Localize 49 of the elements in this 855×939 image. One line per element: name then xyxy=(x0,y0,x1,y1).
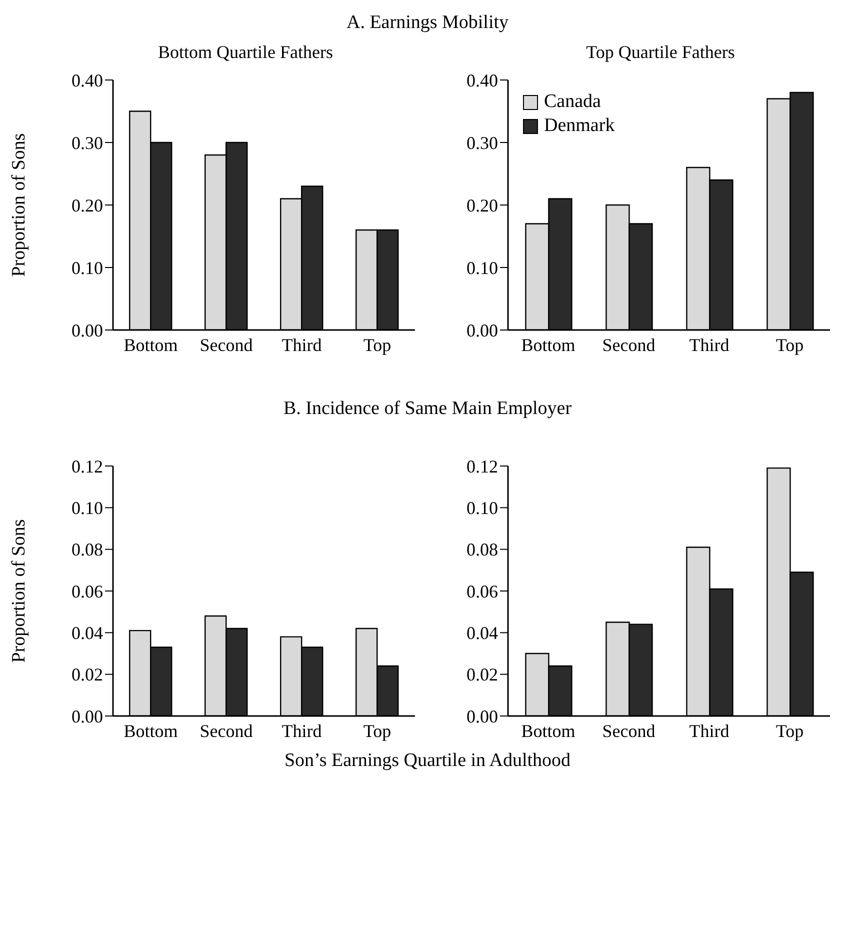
y-tick-label: 0.04 xyxy=(72,623,103,644)
y-tick-label: 0.30 xyxy=(466,132,498,153)
chart-subtitle: Bottom Quartile Fathers xyxy=(157,42,334,64)
x-tick-label: Second xyxy=(200,720,253,741)
x-tick-label: Third xyxy=(689,334,730,355)
x-tick-label: Top xyxy=(363,334,392,355)
y-tick-label: 0.20 xyxy=(72,195,103,216)
legend-label: Denmark xyxy=(544,114,615,138)
y-tick-label: 0.10 xyxy=(72,498,103,518)
y-tick-label: 0.12 xyxy=(72,456,103,476)
x-tick-label: Second xyxy=(602,334,656,355)
x-tick-label: Bottom xyxy=(124,334,178,355)
y-tick-label: 0.06 xyxy=(72,581,103,602)
x-tick-label: Top xyxy=(776,720,804,741)
y-tick-label: 0.06 xyxy=(466,581,498,602)
legend-label: Canada xyxy=(544,90,601,114)
y-tick-label: 0.04 xyxy=(466,623,498,644)
x-tick-label: Third xyxy=(689,720,730,741)
y-tick-label: 0.12 xyxy=(466,456,498,476)
x-tick-label: Top xyxy=(776,334,804,355)
y-tick-label: 0.40 xyxy=(466,70,498,90)
y-tick-label: 0.00 xyxy=(466,706,498,726)
y-tick-label: 0.40 xyxy=(72,70,103,90)
x-axis-title: Son’s Earnings Quartile in Adulthood xyxy=(283,750,572,772)
y-tick-label: 0.08 xyxy=(72,540,103,560)
y-tick-label: 0.00 xyxy=(72,706,103,726)
x-tick-label: Third xyxy=(282,720,322,741)
y-tick-label: 0.30 xyxy=(72,132,103,153)
x-tick-label: Third xyxy=(282,334,322,355)
y-tick-label: 0.08 xyxy=(466,540,498,560)
x-tick-label: Second xyxy=(200,334,253,355)
y-tick-label: 0.10 xyxy=(72,258,103,278)
chart-subtitle: Top Quartile Fathers xyxy=(585,42,736,64)
chart-title: B. Incidence of Same Main Employer xyxy=(282,398,573,421)
x-tick-label: Second xyxy=(602,720,656,741)
y-axis-title: Proportion of Sons xyxy=(8,133,30,277)
y-tick-label: 0.02 xyxy=(466,664,498,685)
y-tick-label: 0.10 xyxy=(466,498,498,518)
x-tick-label: Bottom xyxy=(124,720,178,741)
x-tick-label: Bottom xyxy=(521,334,576,355)
y-axis-title: Proportion of Sons xyxy=(8,519,30,663)
x-tick-label: Top xyxy=(363,720,392,741)
chart-title: A. Earnings Mobility xyxy=(345,11,510,35)
x-tick-label: Bottom xyxy=(521,720,576,741)
y-tick-label: 0.10 xyxy=(466,258,498,278)
y-tick-label: 0.00 xyxy=(72,320,103,340)
y-tick-label: 0.00 xyxy=(466,320,498,340)
y-tick-label: 0.20 xyxy=(466,195,498,216)
y-tick-label: 0.02 xyxy=(72,664,103,685)
